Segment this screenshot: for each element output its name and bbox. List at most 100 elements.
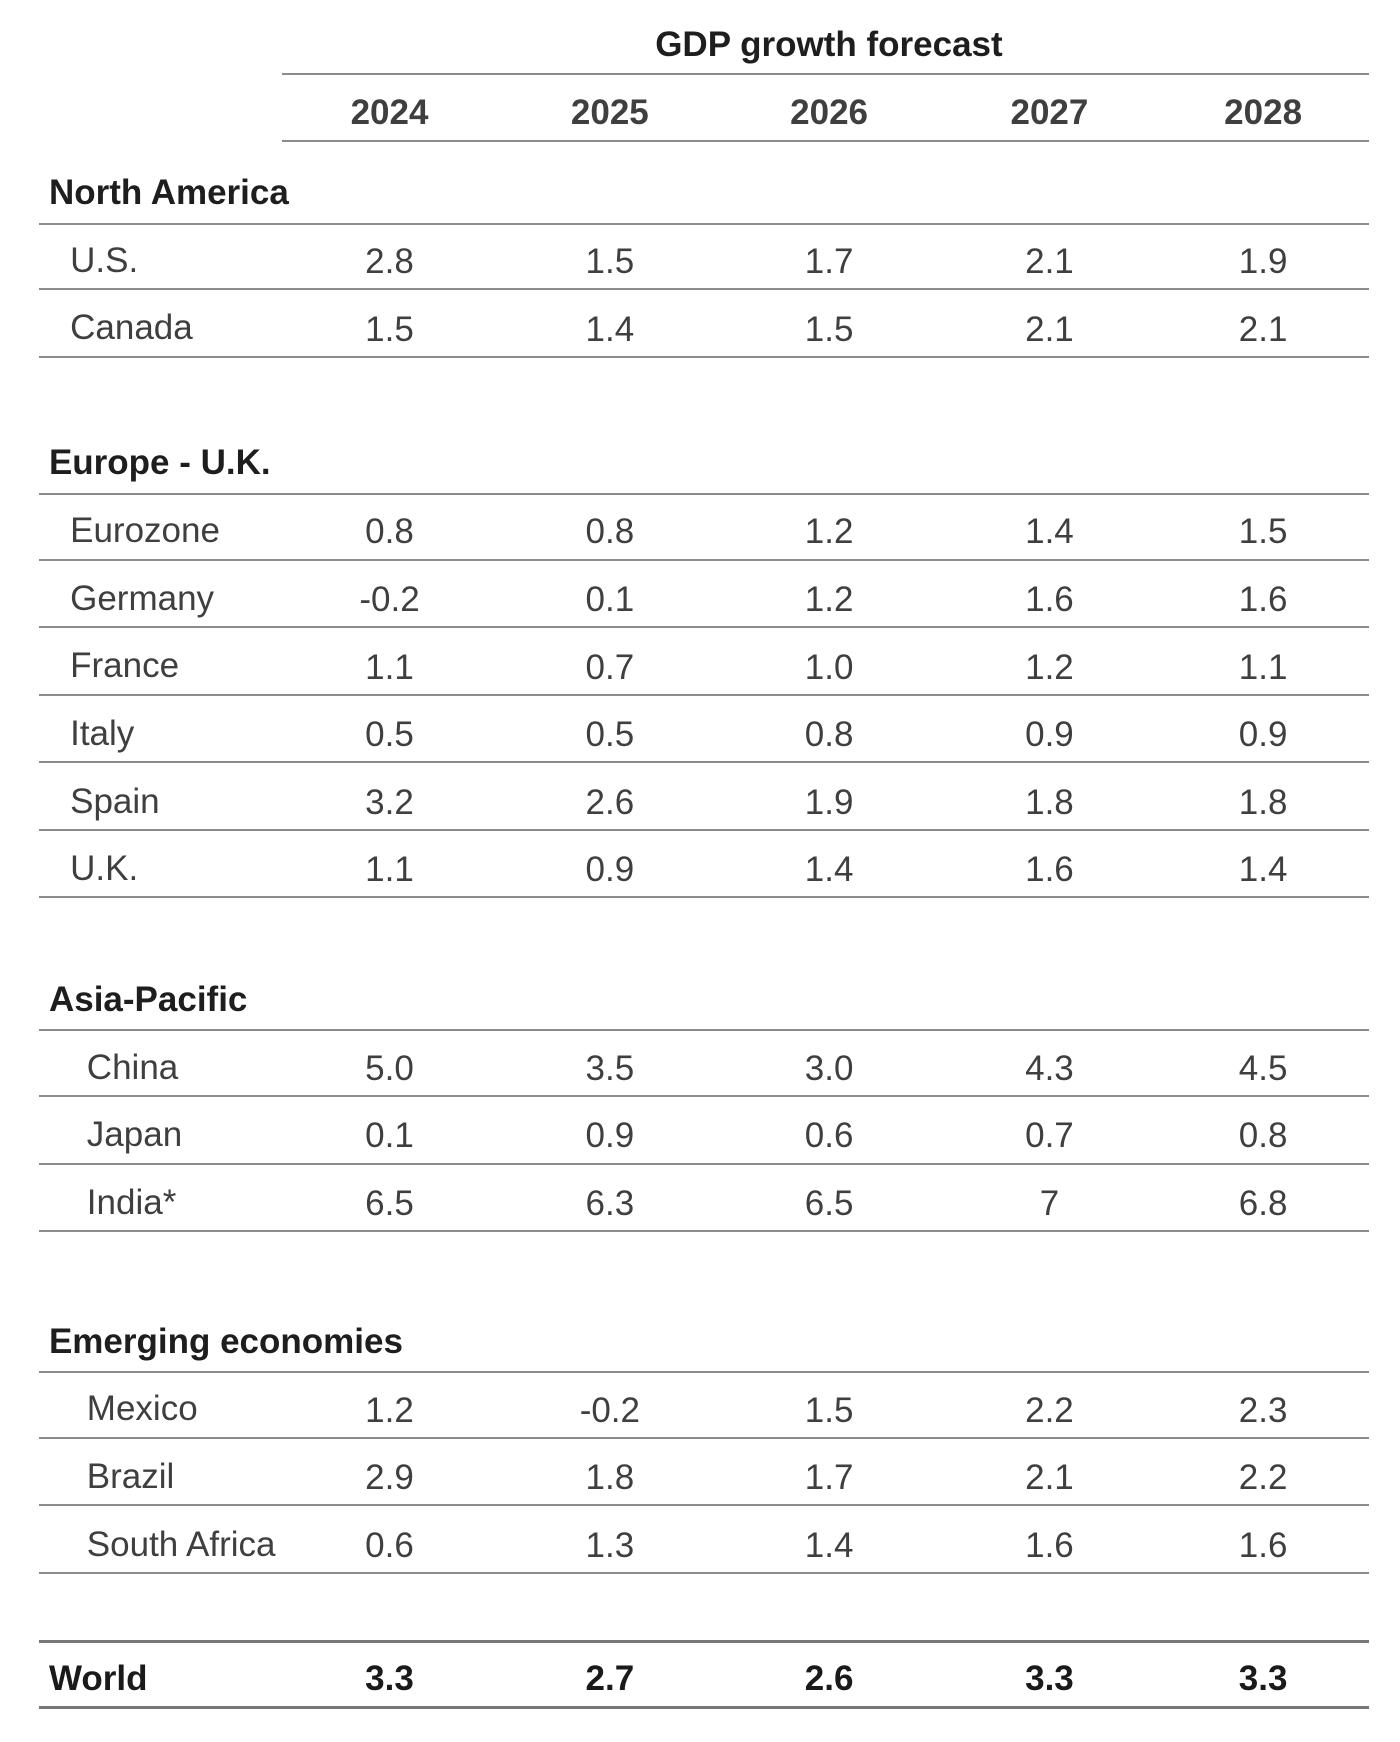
data-cell: 0.9 — [1025, 715, 1074, 755]
data-cell: 3.0 — [804, 1048, 854, 1088]
row-label: China — [86, 1047, 179, 1087]
data-cell: 1.8 — [585, 1458, 635, 1498]
data-cell: 1.5 — [804, 1390, 854, 1430]
data-cell: 0.7 — [585, 647, 635, 687]
data-cell: 0.7 — [1025, 1116, 1074, 1156]
data-cell: 5.0 — [365, 1048, 414, 1088]
data-cell: 1.9 — [804, 782, 854, 822]
total-cell: 3.3 — [365, 1658, 414, 1698]
data-cell: -0.2 — [579, 1390, 640, 1430]
data-cell: 1.4 — [1025, 512, 1074, 552]
row-label: Spain — [70, 781, 160, 821]
data-cell: 1.6 — [1025, 580, 1074, 619]
column-header-2026: 2026 — [790, 92, 869, 132]
data-cell: 0.6 — [804, 1116, 854, 1156]
data-cell: 0.8 — [365, 512, 414, 552]
row-rule — [38, 1095, 1369, 1098]
row-rule — [38, 1162, 1369, 1165]
data-cell: 1.0 — [804, 647, 854, 687]
table-title: GDP growth forecast — [655, 25, 1003, 64]
row-label: Eurozone — [70, 511, 220, 551]
header-top-rule — [281, 73, 1369, 76]
data-cell: 3.5 — [585, 1048, 635, 1088]
row-rule — [38, 896, 1369, 899]
data-cell: 2.2 — [1025, 1390, 1074, 1430]
data-cell: 2.1 — [1025, 242, 1074, 282]
data-cell: 0.9 — [585, 850, 635, 890]
data-cell: 0.1 — [365, 1116, 414, 1156]
data-cell: 1.8 — [1238, 782, 1288, 822]
row-label: Mexico — [86, 1389, 198, 1429]
data-cell: 1.4 — [804, 1525, 854, 1565]
row-label: Canada — [70, 308, 193, 348]
data-cell: 1.7 — [804, 242, 854, 282]
row-label: U.K. — [70, 849, 139, 889]
data-cell: 1.6 — [1025, 1525, 1074, 1565]
data-cell: 2.6 — [585, 782, 635, 822]
row-label: Japan — [86, 1115, 183, 1155]
row-rule — [38, 1436, 1369, 1439]
region-rule — [38, 1029, 1369, 1032]
column-header-2025: 2025 — [570, 92, 649, 132]
data-cell: 0.8 — [804, 715, 854, 755]
data-cell: 2.8 — [365, 242, 414, 282]
data-cell: 2.1 — [1025, 309, 1074, 349]
region-heading: North America — [48, 173, 289, 213]
data-cell: 0.8 — [1238, 1116, 1288, 1156]
data-cell: 3.2 — [365, 782, 414, 822]
region-rule — [38, 493, 1369, 495]
total-cell: 2.7 — [585, 1658, 635, 1698]
data-cell: 1.6 — [1238, 1525, 1288, 1565]
total-top-rule — [38, 1640, 1369, 1644]
data-cell: 1.5 — [585, 242, 635, 282]
total-bottom-rule — [38, 1706, 1369, 1710]
data-cell: 6.8 — [1238, 1183, 1288, 1223]
data-cell: 0.9 — [1238, 715, 1288, 755]
data-cell: 1.6 — [1025, 850, 1074, 890]
row-rule — [38, 693, 1369, 696]
row-rule — [38, 558, 1369, 561]
region-heading: Asia-Pacific — [48, 979, 248, 1019]
data-cell: 1.2 — [804, 512, 854, 552]
row-rule — [38, 1571, 1369, 1574]
data-cell: 1.3 — [585, 1525, 635, 1565]
column-header-2028: 2028 — [1224, 92, 1303, 132]
data-cell: 1.2 — [365, 1390, 414, 1430]
data-cell: 0.9 — [585, 1116, 635, 1156]
region-heading: Emerging economies — [48, 1321, 403, 1361]
data-cell: 1.2 — [804, 580, 854, 619]
data-cell: 1.6 — [1238, 580, 1288, 619]
row-label: France — [70, 646, 180, 686]
data-cell: 2.1 — [1025, 1458, 1074, 1498]
total-cell: 3.3 — [1025, 1658, 1074, 1698]
row-label: South Africa — [86, 1524, 276, 1564]
data-cell: 1.1 — [365, 647, 414, 687]
row-label: U.S. — [70, 240, 139, 280]
data-cell: 0.5 — [585, 715, 635, 755]
data-cell: 6.5 — [804, 1183, 854, 1223]
data-cell: 4.3 — [1025, 1048, 1074, 1088]
data-cell: 1.5 — [365, 309, 414, 349]
row-label: Italy — [70, 713, 135, 753]
data-cell: 0.5 — [365, 715, 414, 755]
data-cell: 1.2 — [1025, 647, 1074, 687]
row-label: India* — [86, 1182, 177, 1222]
row-rule — [38, 1230, 1369, 1233]
total-cell: 3.3 — [1238, 1658, 1288, 1698]
data-cell: 0.6 — [365, 1525, 414, 1565]
data-cell: 2.9 — [365, 1458, 414, 1498]
row-rule — [38, 828, 1369, 831]
row-label: Brazil — [86, 1456, 175, 1496]
data-cell: 1.4 — [804, 850, 854, 890]
column-header-2024: 2024 — [350, 92, 429, 132]
row-rule — [38, 626, 1369, 629]
data-cell: 1.1 — [365, 850, 414, 890]
data-cell: -0.2 — [359, 580, 420, 619]
data-cell: 1.1 — [1238, 647, 1288, 687]
data-cell: 2.3 — [1238, 1390, 1288, 1430]
data-cell: 1.7 — [804, 1458, 854, 1498]
data-cell: 1.5 — [804, 309, 854, 349]
data-cell: 0.8 — [585, 512, 635, 552]
data-cell: 7 — [1039, 1183, 1060, 1223]
